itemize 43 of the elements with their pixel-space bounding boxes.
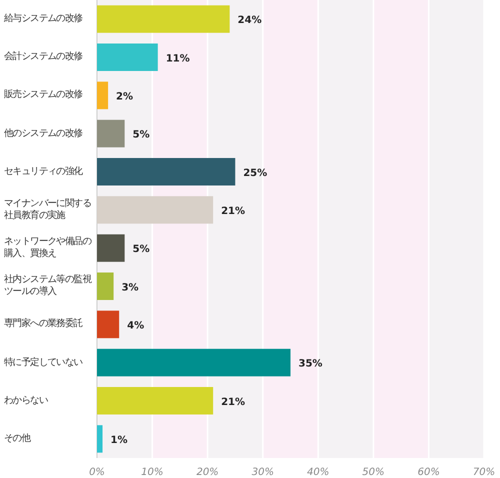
y-tick-label: 専門家への業務委託	[4, 317, 84, 332]
data-label: 21%	[221, 206, 246, 217]
bar	[97, 158, 236, 186]
bar	[97, 387, 214, 414]
bar	[97, 82, 108, 110]
bar	[97, 44, 158, 71]
data-label: 24%	[238, 15, 262, 26]
bar	[97, 272, 114, 300]
x-tick-label: 30%	[252, 467, 274, 478]
data-label: 21%	[221, 396, 246, 408]
data-label: 35%	[298, 358, 322, 370]
y-tick-label: その他	[4, 432, 32, 446]
data-label: 5%	[132, 244, 150, 256]
y-tick-label: ネットワークや備品の購入、買換え	[4, 235, 92, 262]
y-tick-label: セキュリティの強化	[4, 164, 84, 179]
y-tick-label: 特に予定していない	[4, 356, 84, 370]
y-tick-label: 販売システムの改修	[4, 88, 84, 102]
bar	[97, 348, 290, 376]
data-label: 1%	[110, 434, 128, 446]
data-label: 2%	[116, 91, 134, 102]
bar	[97, 310, 120, 338]
x-tick-label: 40%	[307, 467, 330, 478]
bar	[97, 5, 230, 33]
y-tick-label: 他のシステムの改修	[4, 126, 84, 141]
x-tick-label: 60%	[418, 467, 440, 478]
x-tick-label: 10%	[141, 467, 164, 478]
x-tick-label: 20%	[196, 467, 219, 478]
y-tick-label: 社内システム等の監視ツールの導入	[4, 273, 93, 300]
data-label: 11%	[166, 53, 190, 64]
y-tick-label: マイナンバーに関する社員教育の実施	[4, 196, 92, 223]
x-tick-label: 70%	[472, 467, 496, 478]
y-tick-label: わからない	[4, 394, 49, 408]
bar	[97, 234, 125, 262]
data-label: 3%	[122, 282, 139, 294]
data-label: 4%	[127, 320, 144, 332]
y-tick-label: 給与システムの改修	[4, 12, 84, 26]
x-tick-label: 50%	[362, 467, 385, 478]
data-label: 5%	[132, 130, 150, 141]
x-tick-label: 0%	[89, 467, 105, 478]
data-label: 25%	[243, 168, 268, 179]
bar	[97, 120, 125, 148]
bar	[97, 425, 103, 453]
y-tick-label: 会計システムの改修	[4, 50, 84, 64]
